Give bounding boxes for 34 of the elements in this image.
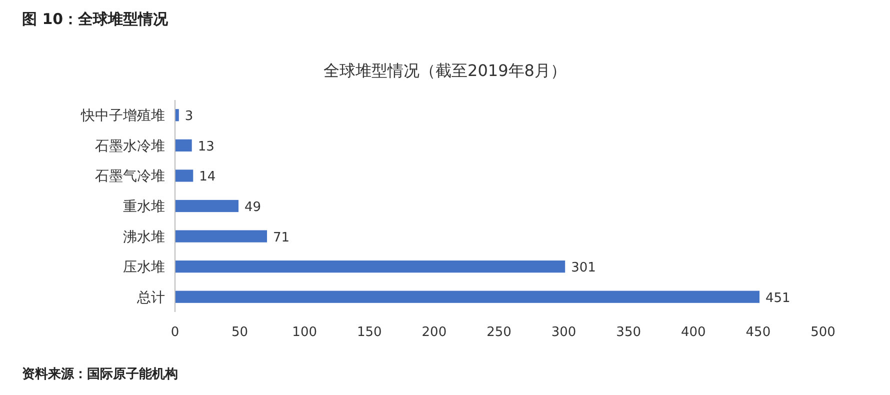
x-tick-label: 200: [422, 325, 447, 340]
x-tick-label: 300: [551, 325, 576, 340]
data-label: 3: [184, 109, 194, 124]
bar: [175, 290, 760, 303]
y-tick-label: 石墨气冷堆: [95, 168, 165, 185]
x-tick-label: 500: [810, 325, 836, 340]
x-tick-label: 150: [356, 325, 382, 340]
y-tick-label: 沸水堆: [123, 229, 165, 246]
data-label: 14: [199, 170, 216, 185]
data-label: 49: [244, 200, 262, 215]
x-tick-label: 50: [232, 325, 248, 340]
data-label: 451: [765, 290, 790, 306]
y-tick-label: 石墨水冷堆: [95, 138, 165, 154]
data-label: 301: [571, 260, 596, 276]
text: 资料来源：国际原子能机构: [22, 366, 178, 382]
bar: [175, 170, 194, 182]
bar: [175, 200, 239, 212]
bar: [175, 230, 268, 242]
y-tick-label: 总计: [136, 290, 165, 306]
chart-subtitle: 全球堆型情况（截至2019年8月）: [324, 61, 566, 80]
x-tick-label: 350: [616, 325, 642, 340]
data-label: 71: [273, 230, 290, 246]
x-tick-label: 100: [292, 325, 318, 340]
x-tick-label: 450: [746, 325, 771, 340]
y-tick-label: 重水堆: [123, 199, 165, 215]
bar: [175, 260, 566, 273]
data-label: 13: [198, 139, 214, 154]
chart-title: 图 10：全球堆型情况: [22, 10, 170, 28]
x-tick-label: 0: [170, 325, 180, 340]
x-tick-label: 250: [486, 325, 512, 340]
y-tick-label: 快中子增殖堆: [80, 108, 165, 124]
bar: [175, 139, 192, 152]
x-tick-label: 400: [680, 325, 706, 340]
y-tick-label: 压水堆: [123, 260, 165, 276]
